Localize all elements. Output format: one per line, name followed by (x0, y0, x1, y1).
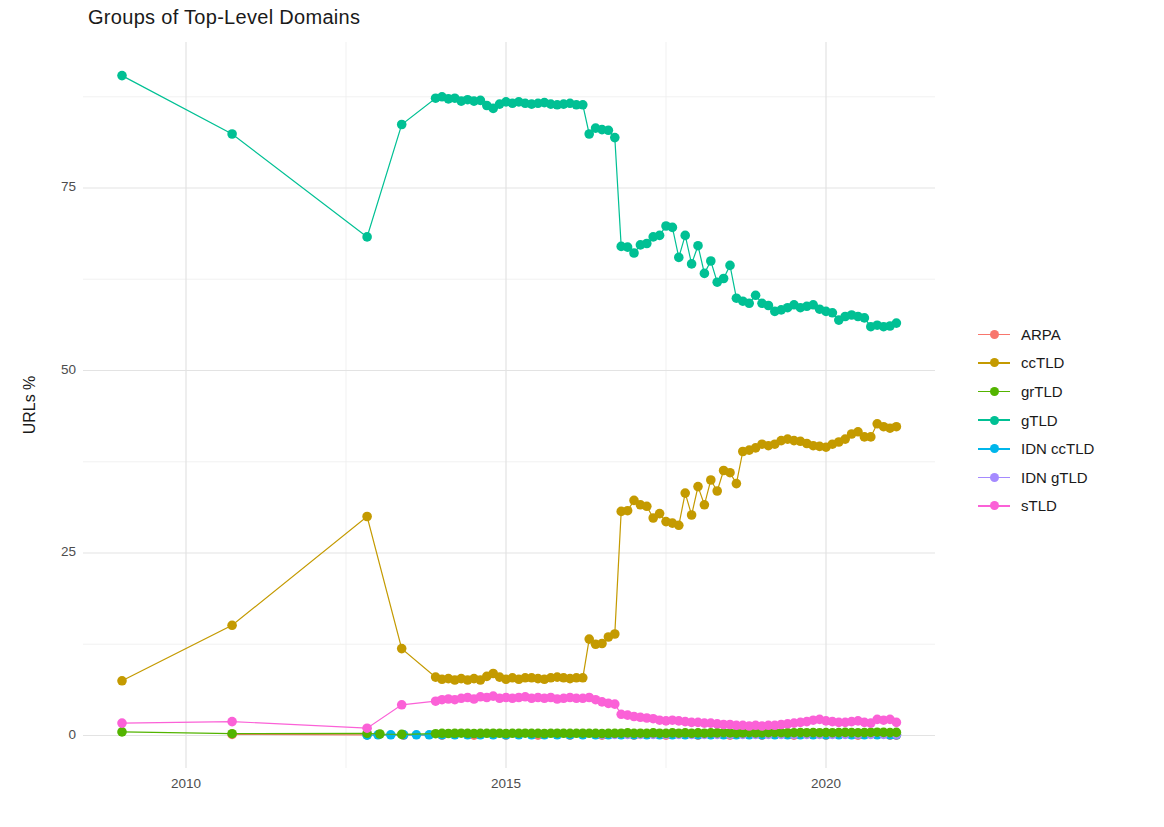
legend-label: ccTLD (1021, 354, 1064, 371)
x-tick-label-2020: 2020 (796, 776, 856, 791)
series-stld (117, 691, 901, 733)
legend-label: sTLD (1021, 497, 1057, 514)
legend-label: gTLD (1021, 412, 1058, 429)
legend-key-icon (978, 410, 1010, 430)
legend-key-icon (978, 467, 1010, 487)
legend-item-arpa: ARPA (978, 320, 1094, 349)
legend-label: IDN gTLD (1021, 469, 1088, 486)
legend-label: grTLD (1021, 383, 1063, 400)
legend-item-cctld: ccTLD (978, 349, 1094, 378)
chart-page: Groups of Top-Level Domains URLs % 02550… (0, 0, 1164, 827)
legend-key-icon (978, 439, 1010, 459)
y-tick-label-75: 75 (30, 179, 76, 194)
legend-label: IDN ccTLD (1021, 440, 1094, 457)
series-cctld (117, 419, 901, 686)
legend-label: ARPA (1021, 326, 1061, 343)
legend-item-gtld: gTLD (978, 406, 1094, 435)
series-gtld (117, 71, 901, 332)
y-tick-label-25: 25 (30, 544, 76, 559)
y-tick-label-50: 50 (30, 362, 76, 377)
legend-key-icon (978, 324, 1010, 344)
legend: ARPA ccTLD grTLD gTLD IDN ccTLD IDN gTLD sTLD (978, 320, 1094, 520)
x-tick-label-2010: 2010 (156, 776, 216, 791)
legend-item-grtld: grTLD (978, 377, 1094, 406)
legend-item-idn-gtld: IDN gTLD (978, 463, 1094, 492)
legend-item-idn-cctld: IDN ccTLD (978, 434, 1094, 463)
legend-key-icon (978, 353, 1010, 373)
y-tick-label-0: 0 (30, 727, 76, 742)
legend-item-stld: sTLD (978, 492, 1094, 521)
legend-key-icon (978, 496, 1010, 516)
legend-key-icon (978, 381, 1010, 401)
x-tick-label-2015: 2015 (476, 776, 536, 791)
